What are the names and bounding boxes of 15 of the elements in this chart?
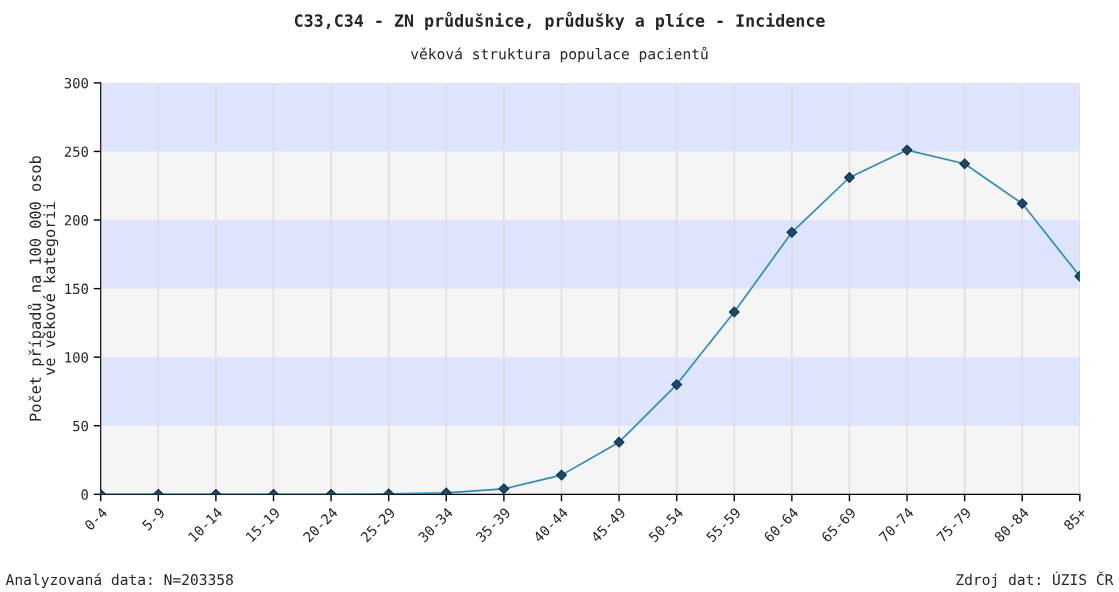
chart-title: C33,C34 - ZN průdušnice, průdušky a plíce - Incidence	[294, 11, 825, 31]
y-tick-label: 250	[64, 146, 88, 157]
y-tick-label: 50	[73, 420, 88, 432]
x-tick-label: 0-4	[83, 506, 108, 531]
text: Zdroj dat: ÚZIS ČR	[956, 571, 1114, 588]
text: Analyzovaná data: N=203358	[5, 573, 233, 588]
y-tick-label: 300	[64, 77, 88, 89]
y-tick-label: 200	[64, 215, 88, 226]
y-tick-label: 100	[65, 352, 88, 363]
x-tick-label: 5-9	[141, 507, 166, 531]
chart-subtitle: věková struktura populace pacientů	[410, 46, 708, 63]
y-tick-label: 150	[65, 283, 88, 295]
y-tick-label: 0	[81, 489, 88, 500]
x-tick-label: 85+	[1062, 506, 1088, 531]
y-axis-title: Počet případů na 100 000 osob ve věkové kategorii	[27, 156, 59, 421]
